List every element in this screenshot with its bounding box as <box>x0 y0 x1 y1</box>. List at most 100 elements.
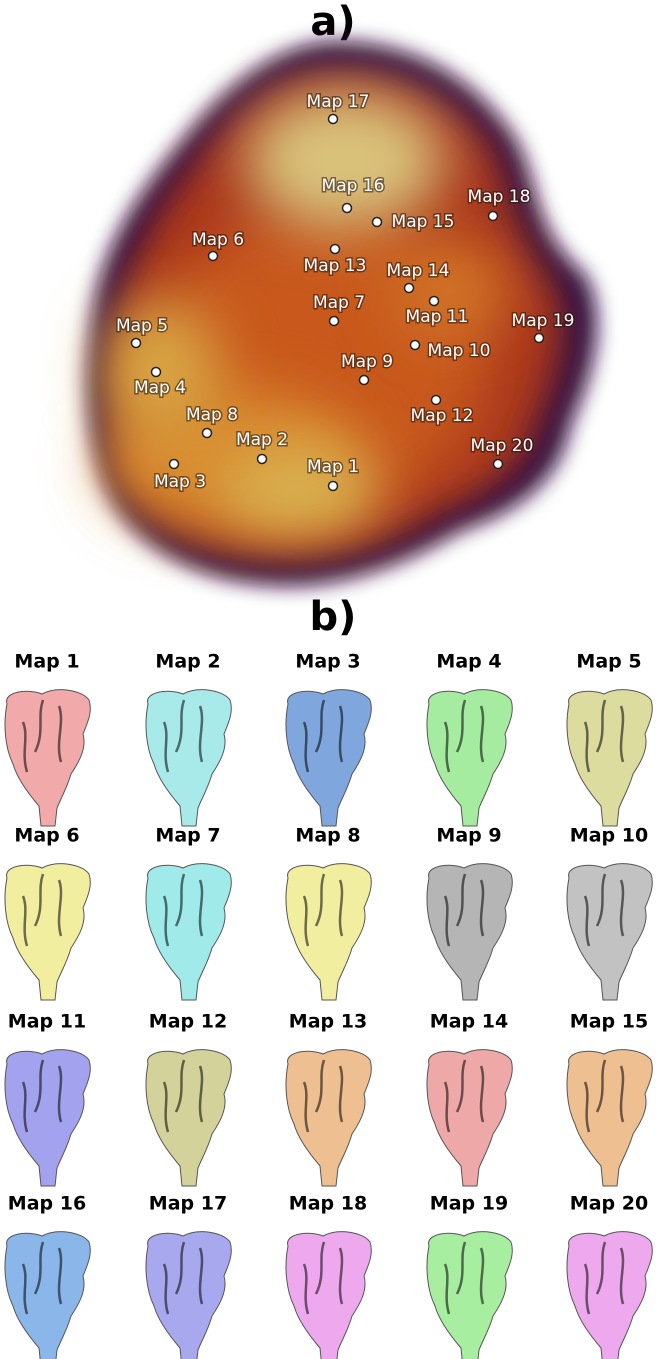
map-crevice <box>583 873 625 947</box>
map-structure <box>285 863 372 1001</box>
map-label: Map 10 <box>570 825 648 847</box>
point-label: Map 3 <box>154 472 206 492</box>
map-surface <box>145 689 232 827</box>
map-structure <box>426 1231 513 1359</box>
point <box>371 216 383 228</box>
points: Map 1 Map 2 Map 3 Map 4 Map 5 Map 6 Map 7 Map 8… <box>114 91 576 494</box>
map-surface <box>4 689 91 827</box>
map-structure <box>566 689 653 827</box>
map-structure <box>285 689 372 827</box>
map-label: Map 20 <box>570 1193 648 1215</box>
map-label: Map 5 <box>576 651 641 673</box>
point <box>201 427 213 439</box>
map-surface <box>566 1049 653 1187</box>
map-surface <box>4 1049 91 1187</box>
point-label: Map 18 <box>468 187 531 207</box>
map-crevice <box>583 1241 625 1315</box>
point <box>207 250 219 262</box>
map-label: Map 11 <box>8 1011 86 1033</box>
point-label: Map 11 <box>406 307 469 327</box>
map-structure <box>566 1231 653 1359</box>
map-surface <box>426 689 513 827</box>
map-label: Map 19 <box>430 1193 508 1215</box>
map-structure <box>566 863 653 1001</box>
point-label: Map 1 <box>307 457 359 477</box>
map-crevice <box>583 1059 625 1133</box>
map-surface <box>145 1231 232 1359</box>
map-label: Map 3 <box>295 651 360 673</box>
map-crevice <box>21 1241 63 1315</box>
map-surface <box>145 863 232 1001</box>
point <box>328 315 340 327</box>
map-crevice <box>21 699 63 773</box>
panel-label: b) <box>310 594 357 640</box>
map-surface <box>426 863 513 1001</box>
map-crevice <box>162 1241 204 1315</box>
map-structure <box>4 1231 91 1359</box>
map-surface <box>285 863 372 1001</box>
map-structure <box>285 1231 372 1359</box>
point-label: Map 20 <box>471 436 534 456</box>
point-label: Map 7 <box>313 293 365 313</box>
map-grid: Map 1 Map 2 Map 3 Map 4 Map 5 Map 6 Map 7 Map 8… <box>4 651 653 1359</box>
map-structure <box>426 1049 513 1187</box>
point <box>403 282 415 294</box>
map-structure <box>145 863 232 1001</box>
density-map <box>87 41 597 585</box>
point-label: Map 12 <box>411 406 474 426</box>
map-structure <box>4 1049 91 1187</box>
map-surface <box>145 1049 232 1187</box>
map-crevice <box>443 699 485 773</box>
map-label: Map 15 <box>570 1011 648 1033</box>
map-structure <box>145 1231 232 1359</box>
map-crevice <box>162 699 204 773</box>
point-label: Map 8 <box>186 405 238 425</box>
map-label: Map 1 <box>14 651 79 673</box>
point-label: Map 10 <box>428 341 491 361</box>
map-label: Map 9 <box>436 825 501 847</box>
map-label: Map 7 <box>155 825 220 847</box>
point-label: Map 15 <box>392 212 455 232</box>
map-structure <box>145 689 232 827</box>
point <box>533 332 545 344</box>
map-crevice <box>443 1241 485 1315</box>
point <box>327 113 339 125</box>
map-crevice <box>302 1241 344 1315</box>
point <box>168 458 180 470</box>
map-structure <box>4 863 91 1001</box>
point <box>327 480 339 492</box>
point-label: Map 19 <box>512 311 575 331</box>
map-structure <box>426 689 513 827</box>
point-label: Map 17 <box>307 92 370 112</box>
panel-label: a) <box>310 0 355 45</box>
map-label: Map 17 <box>149 1193 227 1215</box>
map-surface <box>285 1049 372 1187</box>
point-label: Map 13 <box>304 256 367 276</box>
point <box>341 202 353 214</box>
point <box>487 210 499 222</box>
map-structure <box>566 1049 653 1187</box>
point-label: Map 4 <box>134 378 186 398</box>
map-label: Map 16 <box>8 1193 86 1215</box>
point-label: Map 5 <box>116 316 168 336</box>
map-crevice <box>443 1059 485 1133</box>
map-surface <box>285 1231 372 1359</box>
map-crevice <box>443 873 485 947</box>
map-label: Map 12 <box>149 1011 227 1033</box>
point <box>150 366 162 378</box>
map-label: Map 18 <box>289 1193 367 1215</box>
point <box>256 453 268 465</box>
map-surface <box>426 1049 513 1187</box>
point-label: Map 6 <box>192 230 244 250</box>
map-crevice <box>21 1059 63 1133</box>
map-crevice <box>302 1059 344 1133</box>
point-label: Map 2 <box>236 430 288 450</box>
map-surface <box>566 863 653 1001</box>
point-label: Map 14 <box>387 261 450 281</box>
point <box>358 374 370 386</box>
point-label: Map 16 <box>322 176 385 196</box>
map-structure <box>4 689 91 827</box>
map-crevice <box>162 873 204 947</box>
map-crevice <box>302 699 344 773</box>
map-surface <box>566 689 653 827</box>
